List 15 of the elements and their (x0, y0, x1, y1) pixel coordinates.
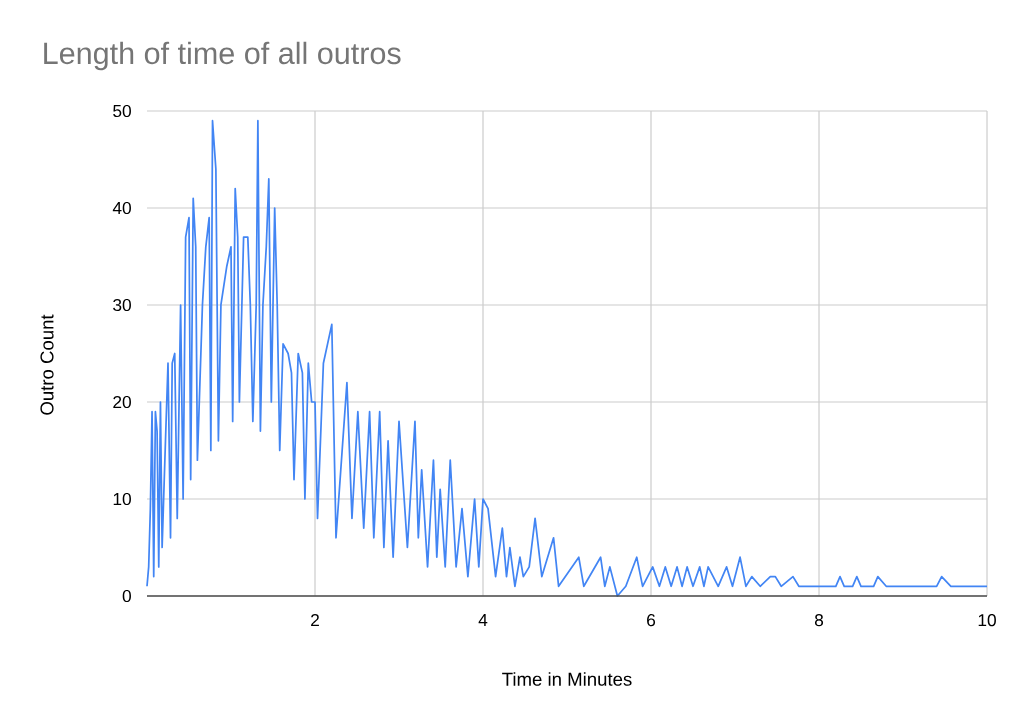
line-series (146, 119, 988, 597)
y-tick-label: 30 (113, 298, 131, 312)
x-tick-label: 10 (978, 614, 996, 627)
x-tick-label: 2 (311, 614, 319, 627)
y-tick-label: 40 (112, 201, 131, 215)
x-tick-label: 6 (647, 614, 656, 627)
y-tick-label: 20 (113, 395, 131, 409)
chart-title: Length of time of all outros (44, 41, 401, 71)
x-tick-label: 4 (478, 614, 488, 626)
y-tick-label: 0 (122, 589, 131, 603)
y-tick-label: 50 (113, 104, 131, 118)
x-axis-title: Time in Minutes (502, 672, 632, 686)
y-axis-title: Outro Count (40, 314, 54, 415)
x-tick-label: 8 (814, 614, 824, 627)
y-tick-label: 10 (113, 492, 131, 506)
